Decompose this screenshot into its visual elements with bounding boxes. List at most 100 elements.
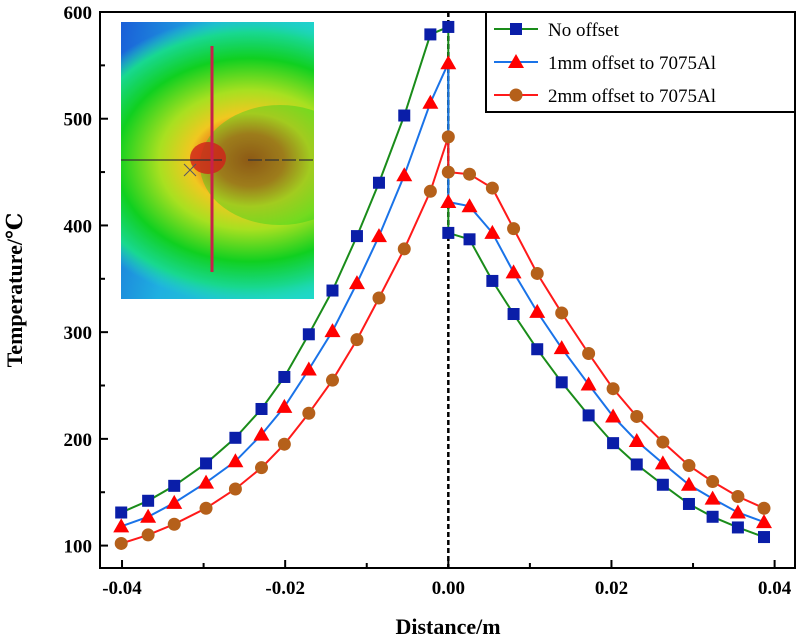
data-point-series-2	[484, 224, 501, 239]
data-point-series-3	[277, 437, 291, 451]
data-point-series-1	[607, 437, 620, 450]
data-point-series-2	[198, 474, 215, 489]
series-line-3	[120, 136, 765, 545]
x-tick-label: 0.00	[432, 578, 465, 599]
legend-marker-2	[508, 54, 524, 68]
y-tick-label: 200	[64, 430, 93, 451]
data-point-series-1	[302, 328, 315, 341]
data-point-series-3	[555, 306, 569, 320]
legend-label-2: 1mm offset to 7075Al	[548, 53, 716, 74]
data-point-series-3	[731, 489, 745, 503]
data-point-series-1	[531, 343, 544, 356]
data-point-series-2	[756, 514, 773, 529]
data-point-series-2	[422, 94, 439, 109]
data-point-series-2	[276, 398, 293, 413]
data-point-series-1	[555, 376, 568, 389]
y-axis-title: Temperature/℃	[2, 213, 27, 368]
data-point-series-1	[278, 370, 291, 383]
data-point-series-3	[167, 517, 181, 531]
data-point-series-2	[370, 228, 387, 243]
data-point-series-1	[424, 28, 437, 41]
data-point-series-2	[113, 518, 130, 533]
data-point-series-3	[507, 222, 521, 236]
data-point-series-3	[463, 167, 477, 181]
data-point-series-2	[253, 426, 270, 441]
plot-frame	[99, 11, 796, 569]
data-point-series-3	[199, 501, 213, 515]
data-point-series-1	[442, 226, 455, 239]
data-point-series-1	[507, 308, 520, 321]
data-point-series-2	[680, 476, 697, 491]
data-point-series-1	[142, 494, 155, 507]
inset-temperature-contour-image	[121, 22, 314, 299]
x-tick-label: 0.04	[758, 578, 792, 599]
legend-marker-1	[510, 23, 522, 35]
data-point-series-1	[463, 233, 476, 246]
data-point-series-1	[706, 510, 719, 523]
data-point-series-3	[302, 406, 316, 420]
data-point-series-2	[580, 376, 597, 391]
legend-label-3: 2mm offset to 7075Al	[548, 86, 716, 107]
data-point-series-3	[397, 242, 411, 256]
legend-label-1: No offset	[548, 20, 620, 41]
data-point-series-2	[628, 433, 645, 448]
data-point-series-1	[486, 274, 499, 287]
data-point-series-3	[582, 346, 596, 360]
data-point-series-1	[229, 431, 242, 444]
data-point-series-3	[141, 528, 155, 542]
data-point-series-1	[115, 506, 128, 519]
data-point-series-1	[682, 497, 695, 510]
data-point-series-1	[326, 284, 339, 297]
data-point-series-1	[656, 478, 669, 491]
data-point-series-1	[372, 176, 385, 189]
data-point-series-2	[505, 264, 522, 279]
x-axis-title: Distance/m	[395, 614, 500, 639]
data-point-series-2	[348, 275, 365, 290]
data-point-series-1	[168, 479, 181, 492]
data-point-series-1	[200, 457, 213, 470]
y-tick-label: 300	[64, 323, 93, 344]
data-point-series-3	[441, 130, 455, 144]
data-point-series-3	[606, 382, 620, 396]
data-point-series-3	[423, 184, 437, 198]
data-point-series-3	[372, 291, 386, 305]
legend: No offset 1mm offset to 7075Al 2mm offset …	[485, 11, 796, 113]
data-point-series-2	[440, 55, 457, 70]
data-point-series-2	[440, 193, 457, 208]
data-point-series-1	[731, 521, 744, 534]
x-tick-label: -0.04	[102, 578, 142, 599]
y-tick-label: 100	[64, 537, 93, 558]
legend-marker-3	[509, 88, 523, 102]
data-point-series-2	[324, 323, 341, 338]
data-point-series-2	[729, 504, 746, 519]
x-tick-label: 0.02	[595, 578, 628, 599]
data-point-series-2	[654, 455, 671, 470]
data-point-series-3	[706, 475, 720, 489]
data-point-series-3	[228, 482, 242, 496]
y-tick-label: 600	[64, 3, 93, 24]
data-point-series-1	[398, 109, 411, 122]
data-point-series-3	[114, 536, 128, 550]
y-tick-label: 400	[64, 216, 93, 237]
data-point-series-3	[682, 459, 696, 473]
data-point-series-3	[530, 266, 544, 280]
data-point-series-1	[758, 531, 771, 544]
data-point-series-1	[442, 20, 455, 33]
data-point-series-2	[553, 340, 570, 355]
data-point-series-2	[704, 490, 721, 505]
data-point-series-1	[255, 402, 268, 415]
data-point-series-1	[582, 409, 595, 422]
data-point-series-2	[166, 494, 183, 509]
data-point-series-3	[656, 435, 670, 449]
data-point-series-2	[396, 167, 413, 182]
data-point-series-2	[300, 361, 317, 376]
x-tick-label: -0.02	[265, 578, 305, 599]
data-point-series-2	[605, 408, 622, 423]
data-point-series-2	[140, 508, 157, 523]
data-point-series-3	[255, 461, 269, 475]
data-point-series-1	[630, 458, 643, 471]
data-point-series-3	[441, 165, 455, 179]
data-point-series-2	[461, 198, 478, 213]
y-tick-label: 500	[64, 110, 93, 131]
